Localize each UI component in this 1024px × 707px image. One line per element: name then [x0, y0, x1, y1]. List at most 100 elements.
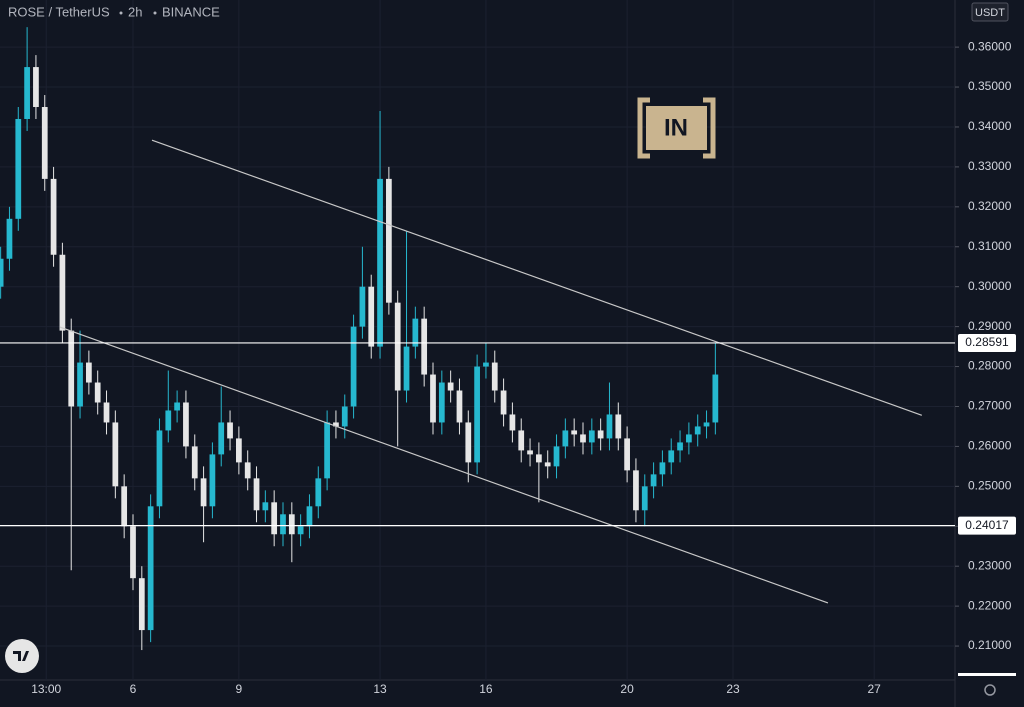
candle-body [218, 422, 225, 455]
candle-body [130, 526, 136, 579]
candle-body [536, 454, 542, 463]
y-tick-label: 0.22000 [968, 598, 1012, 612]
separator [153, 11, 157, 15]
candle-body [527, 450, 533, 455]
candle-body [677, 442, 683, 451]
candle-body [447, 382, 454, 391]
candle-body [474, 366, 480, 463]
candle-body [456, 390, 463, 423]
candle-body [280, 514, 286, 535]
plot-area [0, 0, 955, 680]
candle-body [271, 502, 278, 535]
candle-body [412, 318, 419, 347]
candle-body [174, 402, 180, 411]
candle-body [68, 330, 75, 407]
candle-body [641, 486, 648, 511]
candle-body [500, 390, 507, 415]
currency-box[interactable] [971, 2, 1009, 22]
y-tick-label: 0.21000 [968, 638, 1012, 652]
tv-logo-circle[interactable] [5, 639, 39, 673]
candle-body [147, 506, 154, 631]
candle-body [580, 434, 586, 443]
x-tick-label: 13:00 [31, 682, 61, 696]
candle-body [165, 410, 172, 431]
candle-body [518, 430, 525, 451]
candle-body [703, 422, 710, 427]
candle-body [262, 502, 269, 511]
y-tick-label: 0.23000 [968, 558, 1012, 572]
candle-body [59, 254, 66, 331]
candle-body [236, 438, 242, 463]
candle-body [121, 486, 128, 527]
y-tick-label: 0.36000 [968, 39, 1012, 53]
currency[interactable]: USDT [975, 7, 1005, 19]
y-tick-label: 0.30000 [968, 279, 1012, 293]
symbol: ROSE / TetherUS [8, 4, 110, 19]
candle-body [209, 454, 216, 507]
candle-body [624, 438, 630, 471]
x-tick-label: 16 [479, 682, 493, 696]
x-tick-label: 20 [620, 682, 634, 696]
candle-body [341, 406, 348, 427]
candle-body [324, 422, 330, 479]
candle-body [491, 362, 498, 391]
candle-body [483, 362, 489, 367]
candle-body [686, 434, 692, 443]
y-tick-label: 0.32000 [968, 199, 1012, 213]
candle-body [650, 474, 657, 487]
candle-body [244, 462, 251, 479]
logo-block [646, 106, 707, 150]
candle-body [200, 478, 207, 507]
candle-body [615, 414, 622, 439]
candle-body [350, 326, 357, 407]
trend-line [59, 326, 829, 604]
candle-body [156, 430, 163, 507]
level-label: 0.24017 [965, 518, 1009, 532]
candle-body [394, 302, 401, 391]
y-tick-label: 0.27000 [968, 399, 1012, 413]
candle-body [421, 318, 428, 375]
separator [119, 11, 123, 15]
candle-body [33, 67, 39, 108]
candle-body [544, 462, 551, 467]
candle-body [333, 422, 339, 427]
candle-body [253, 478, 260, 511]
candle-body [227, 422, 233, 439]
x-tick-label: 23 [726, 682, 740, 696]
x-tick-label: 9 [236, 682, 243, 696]
candle-body [509, 414, 516, 431]
candle-body [571, 430, 578, 435]
settings-gear[interactable] [984, 684, 996, 696]
level-label-box [958, 333, 1016, 352]
candle-body [0, 258, 4, 287]
candle-body [77, 362, 83, 407]
candle-body [562, 430, 569, 447]
y-tick-label: 0.35000 [968, 79, 1012, 93]
trend-line [151, 139, 923, 416]
candle-body [465, 422, 472, 463]
candle-body [712, 374, 719, 423]
tv-logo[interactable] [5, 639, 39, 673]
candle-body [359, 286, 366, 327]
x-tick-label: 27 [867, 682, 881, 696]
candle-body [24, 67, 30, 119]
candle-body [297, 526, 304, 535]
candle-body [553, 446, 560, 467]
candle-body [183, 402, 189, 447]
candle-body [606, 414, 613, 439]
candle-body [41, 107, 48, 179]
candle-body [368, 286, 375, 347]
settings-icon[interactable] [984, 684, 996, 696]
axis-marker [958, 673, 1016, 676]
level-label: 0.28591 [965, 335, 1009, 349]
candle-body [50, 178, 57, 255]
candle-body [377, 178, 383, 347]
candle-body [191, 446, 198, 479]
candle-body [668, 450, 675, 463]
logo: IN [637, 97, 716, 159]
tv-logo-mark[interactable] [13, 651, 29, 661]
candle-body [6, 218, 13, 259]
candle-body [597, 430, 604, 439]
